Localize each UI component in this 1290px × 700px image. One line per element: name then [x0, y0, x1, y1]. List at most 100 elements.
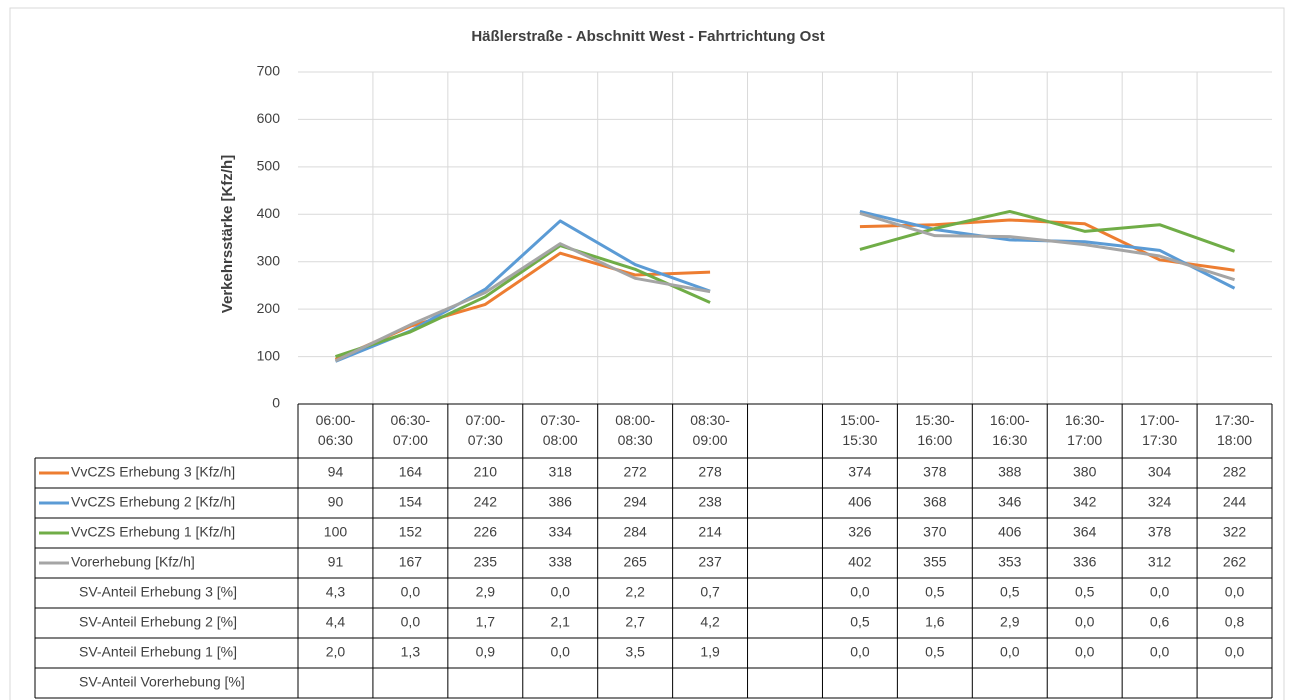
y-tick-label: 0: [272, 395, 280, 411]
table-value: 378: [1148, 524, 1172, 540]
table-value: 406: [998, 524, 1022, 540]
table-value: 2,9: [476, 584, 496, 600]
table-value: 336: [1073, 554, 1097, 570]
table-value: 214: [698, 524, 722, 540]
table-value: 284: [623, 524, 647, 540]
legend-label: VvCZS Erhebung 2 [Kfz/h]: [71, 494, 235, 510]
table-value: 342: [1073, 494, 1097, 510]
table-value: 154: [399, 494, 423, 510]
y-tick-label: 700: [257, 63, 281, 79]
table-value: 1,6: [925, 614, 945, 630]
table-value: 0,5: [850, 614, 870, 630]
table-value: 355: [923, 554, 947, 570]
table-value: 265: [623, 554, 647, 570]
row-label: SV-Anteil Erhebung 3 [%]: [79, 584, 237, 600]
x-tick-label: 17:00-17:30: [1139, 412, 1180, 448]
table-value: 0,0: [550, 644, 570, 660]
table-value: 2,1: [550, 614, 570, 630]
table-value: 338: [549, 554, 573, 570]
table-value: 0,6: [1150, 614, 1170, 630]
table-value: 238: [698, 494, 722, 510]
chart-frame: [9, 7, 1285, 700]
table-value: 378: [923, 464, 947, 480]
table-value: 0,5: [925, 584, 945, 600]
table-value: 272: [623, 464, 647, 480]
table-value: 2,7: [625, 614, 645, 630]
x-tick-label: 07:00-07:30: [465, 412, 506, 448]
table-value: 324: [1148, 494, 1172, 510]
y-axis-label: Verkehrsstärke [Kfz/h]: [219, 155, 236, 313]
legend-label: Vorerhebung [Kfz/h]: [71, 554, 195, 570]
table-value: 0,0: [401, 614, 421, 630]
table-value: 1,9: [700, 644, 720, 660]
table-value: 91: [328, 554, 344, 570]
table-value: 2,2: [625, 584, 645, 600]
table-value: 322: [1223, 524, 1247, 540]
x-tick-label: 06:00-06:30: [315, 412, 356, 448]
table-value: 0,0: [1150, 644, 1170, 660]
table-value: 0,0: [401, 584, 421, 600]
table-value: 304: [1148, 464, 1172, 480]
table-value: 0,0: [1150, 584, 1170, 600]
table-value: 374: [848, 464, 872, 480]
table-value: 406: [848, 494, 872, 510]
x-tick-label: 17:30-18:00: [1214, 412, 1255, 448]
table-value: 312: [1148, 554, 1172, 570]
y-tick-label: 500: [257, 158, 281, 174]
row-label: SV-Anteil Erhebung 1 [%]: [79, 644, 237, 660]
table-value: 278: [698, 464, 722, 480]
x-tick-label: 06:30-07:00: [390, 412, 431, 448]
table-value: 0,0: [550, 584, 570, 600]
y-tick-label: 100: [257, 347, 281, 363]
table-value: 0,0: [1225, 584, 1245, 600]
table-value: 3,5: [625, 644, 645, 660]
table-value: 402: [848, 554, 872, 570]
table-value: 0,8: [1225, 614, 1245, 630]
table-value: 0,5: [925, 644, 945, 660]
table-value: 226: [474, 524, 498, 540]
series-line: [334, 211, 1235, 363]
x-tick-label: 07:30-08:00: [540, 412, 581, 448]
table-value: 346: [998, 494, 1022, 510]
table-value: 364: [1073, 524, 1097, 540]
row-label: SV-Anteil Erhebung 2 [%]: [79, 614, 237, 630]
table-value: 0,0: [1075, 614, 1095, 630]
table-value: 0,0: [1000, 644, 1020, 660]
table-value: 0,5: [1075, 584, 1095, 600]
legend-label: VvCZS Erhebung 3 [Kfz/h]: [71, 464, 235, 480]
table-value: 4,3: [326, 584, 346, 600]
row-label: SV-Anteil Vorerhebung [%]: [79, 674, 245, 690]
table-value: 152: [399, 524, 423, 540]
table-value: 380: [1073, 464, 1097, 480]
x-tick-label: 15:30-16:00: [914, 412, 955, 448]
y-tick-label: 200: [257, 300, 281, 316]
table-value: 167: [399, 554, 423, 570]
table-value: 2,9: [1000, 614, 1020, 630]
table-value: 353: [998, 554, 1022, 570]
table-value: 294: [623, 494, 647, 510]
table-value: 242: [474, 494, 498, 510]
table-value: 334: [549, 524, 573, 540]
table-value: 235: [474, 554, 498, 570]
table-value: 0,7: [700, 584, 720, 600]
table-value: 1,7: [476, 614, 496, 630]
table-value: 2,0: [326, 644, 346, 660]
table-value: 0,0: [850, 644, 870, 660]
table-value: 237: [698, 554, 722, 570]
table-value: 210: [474, 464, 498, 480]
table-value: 0,5: [1000, 584, 1020, 600]
table-value: 94: [328, 464, 344, 480]
table-value: 370: [923, 524, 947, 540]
chart-title: Häßlerstraße - Abschnitt West - Fahrtric…: [471, 28, 824, 45]
table-value: 386: [549, 494, 573, 510]
x-tick-label: 08:00-08:30: [615, 412, 655, 448]
table-value: 318: [549, 464, 573, 480]
x-tick-label: 16:30-17:00: [1064, 412, 1105, 448]
table-value: 4,4: [326, 614, 346, 630]
table-value: 368: [923, 494, 947, 510]
table-value: 100: [324, 524, 348, 540]
table-value: 326: [848, 524, 872, 540]
table-value: 282: [1223, 464, 1247, 480]
table-value: 244: [1223, 494, 1247, 510]
